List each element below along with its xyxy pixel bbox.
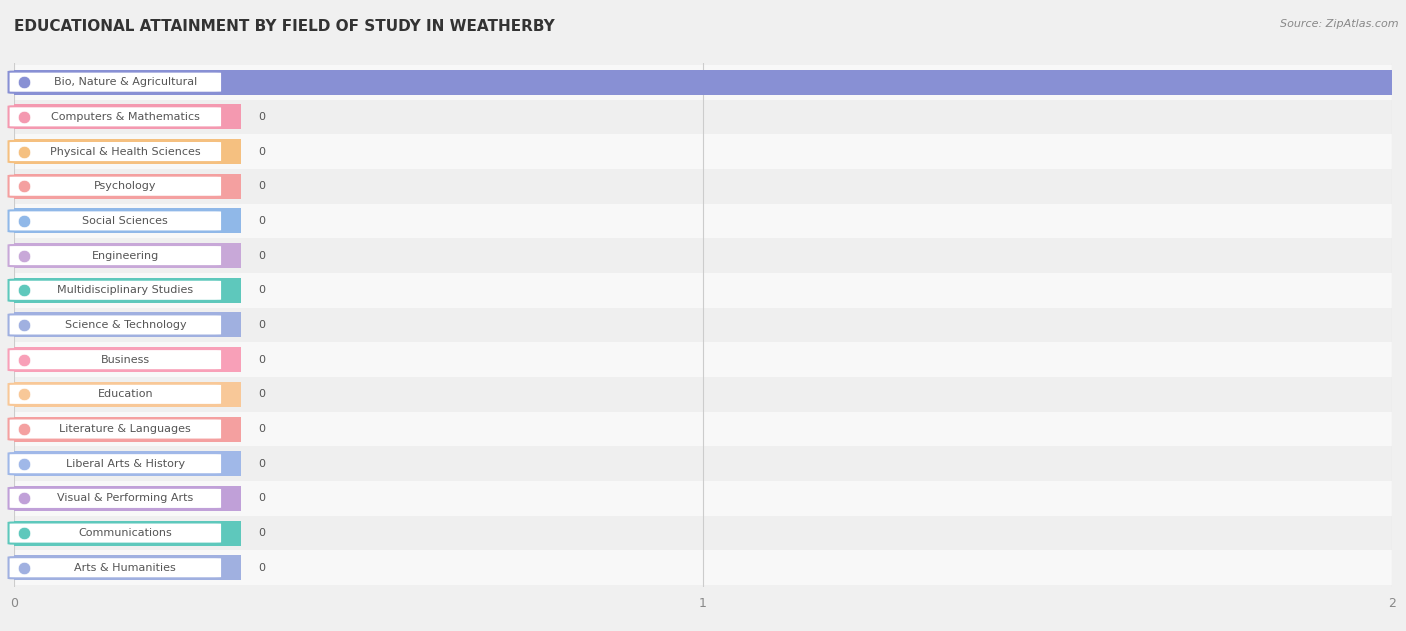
Text: Physical & Health Sciences: Physical & Health Sciences [51, 146, 201, 156]
Bar [14, 100, 1392, 134]
Bar [14, 451, 242, 476]
Text: Arts & Humanities: Arts & Humanities [75, 563, 176, 573]
Bar [14, 550, 1392, 585]
Text: 0: 0 [257, 251, 264, 261]
Text: 0: 0 [257, 285, 264, 295]
Bar [14, 169, 1392, 204]
Bar [14, 65, 1392, 100]
Bar [14, 312, 242, 338]
Bar [14, 411, 1392, 446]
Text: Business: Business [101, 355, 150, 365]
Bar [14, 104, 242, 129]
Bar [14, 342, 1392, 377]
Text: 0: 0 [257, 112, 264, 122]
Text: Communications: Communications [79, 528, 172, 538]
Bar [14, 377, 1392, 411]
Text: 0: 0 [257, 424, 264, 434]
Text: Engineering: Engineering [91, 251, 159, 261]
Text: Literature & Languages: Literature & Languages [59, 424, 191, 434]
Bar [14, 516, 1392, 550]
Bar [14, 555, 242, 581]
Bar [14, 486, 242, 511]
Text: Visual & Performing Arts: Visual & Performing Arts [58, 493, 194, 504]
Bar [14, 174, 242, 199]
Bar [14, 134, 1392, 169]
Text: Education: Education [97, 389, 153, 399]
Bar [14, 481, 1392, 516]
FancyBboxPatch shape [8, 522, 222, 544]
FancyBboxPatch shape [8, 314, 222, 336]
Bar [14, 243, 242, 268]
Bar [14, 208, 242, 233]
FancyBboxPatch shape [8, 106, 222, 127]
Text: 0: 0 [257, 389, 264, 399]
Bar [14, 446, 1392, 481]
FancyBboxPatch shape [8, 557, 222, 579]
Text: Multidisciplinary Studies: Multidisciplinary Studies [58, 285, 194, 295]
FancyBboxPatch shape [8, 245, 222, 266]
Text: 0: 0 [257, 181, 264, 191]
Text: 0: 0 [257, 528, 264, 538]
Text: Science & Technology: Science & Technology [65, 320, 186, 330]
Text: 0: 0 [257, 146, 264, 156]
Bar [14, 204, 1392, 239]
FancyBboxPatch shape [8, 453, 222, 475]
Bar [14, 416, 242, 442]
FancyBboxPatch shape [8, 175, 222, 197]
Bar [14, 382, 242, 407]
Text: Computers & Mathematics: Computers & Mathematics [51, 112, 200, 122]
FancyBboxPatch shape [8, 349, 222, 370]
Text: Bio, Nature & Agricultural: Bio, Nature & Agricultural [53, 77, 197, 87]
Text: 0: 0 [257, 355, 264, 365]
Text: 0: 0 [257, 216, 264, 226]
Bar [14, 347, 242, 372]
FancyBboxPatch shape [8, 141, 222, 162]
Bar [14, 139, 242, 164]
Bar [14, 69, 1392, 95]
FancyBboxPatch shape [8, 280, 222, 301]
Bar [14, 273, 1392, 308]
Text: 0: 0 [257, 320, 264, 330]
Bar [14, 521, 242, 546]
Text: EDUCATIONAL ATTAINMENT BY FIELD OF STUDY IN WEATHERBY: EDUCATIONAL ATTAINMENT BY FIELD OF STUDY… [14, 19, 555, 34]
FancyBboxPatch shape [8, 71, 222, 93]
Text: Social Sciences: Social Sciences [83, 216, 169, 226]
Bar [14, 278, 242, 303]
FancyBboxPatch shape [8, 384, 222, 405]
Text: 0: 0 [257, 493, 264, 504]
Text: Psychology: Psychology [94, 181, 156, 191]
FancyBboxPatch shape [8, 488, 222, 509]
Text: Liberal Arts & History: Liberal Arts & History [66, 459, 184, 469]
Bar [14, 308, 1392, 342]
Text: 0: 0 [257, 459, 264, 469]
FancyBboxPatch shape [8, 418, 222, 440]
Bar [14, 239, 1392, 273]
Text: 0: 0 [257, 563, 264, 573]
FancyBboxPatch shape [8, 210, 222, 232]
Text: Source: ZipAtlas.com: Source: ZipAtlas.com [1281, 19, 1399, 29]
